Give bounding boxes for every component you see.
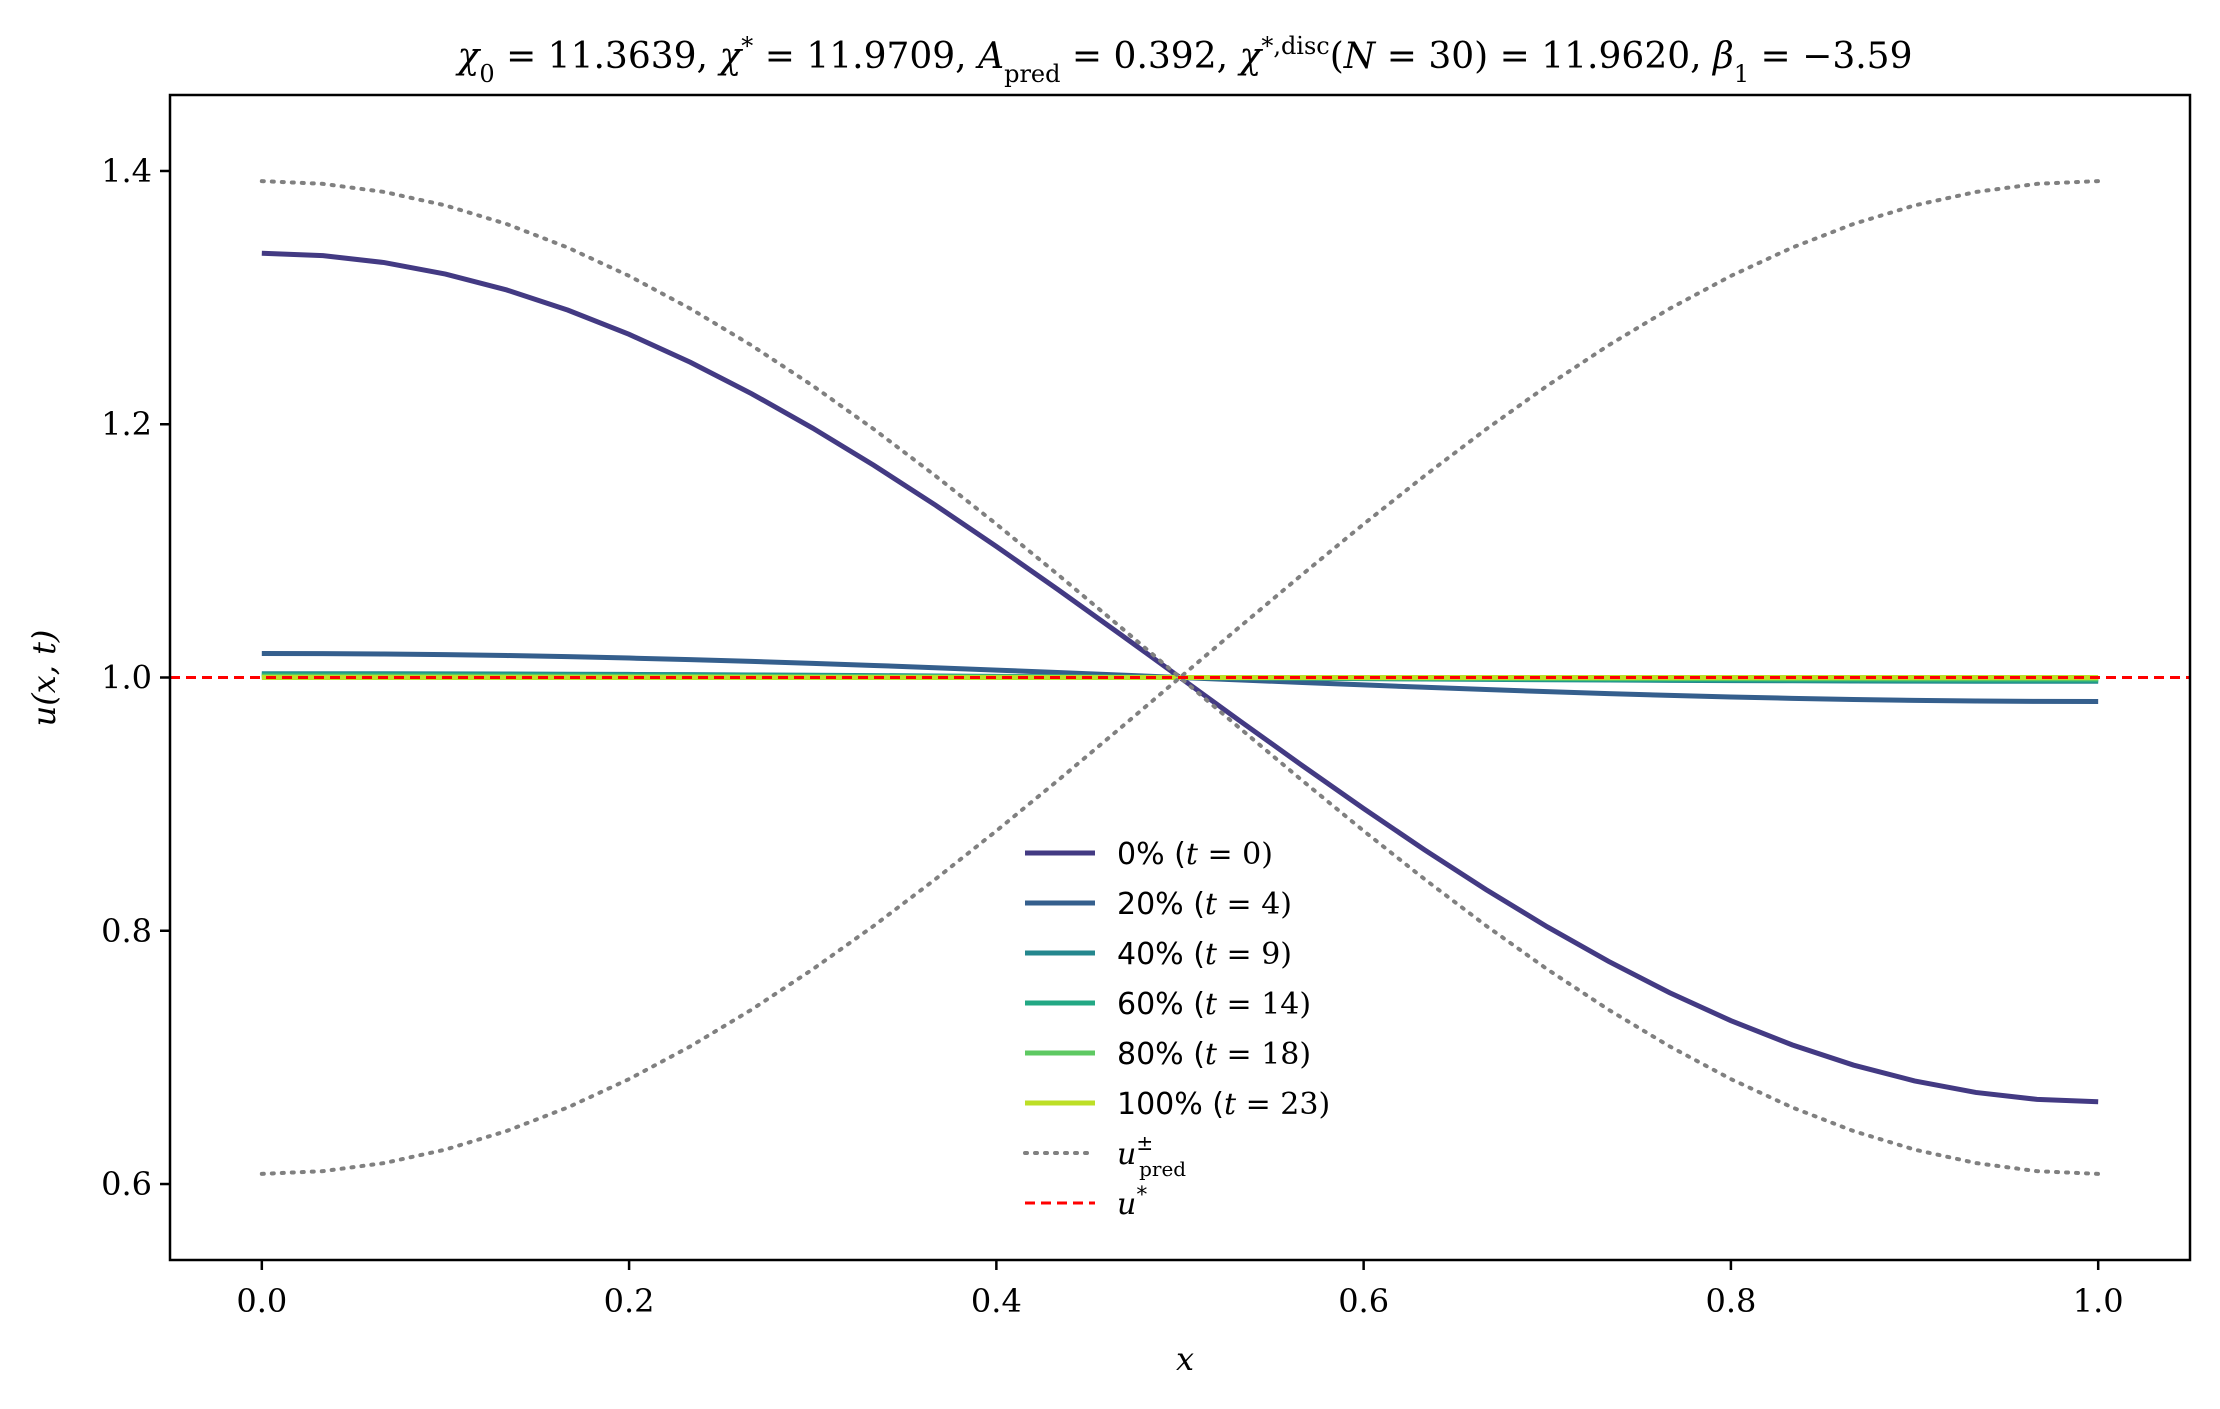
y-axis-label: u(x, t): [25, 630, 63, 727]
x-axis-label: x: [1176, 1340, 1194, 1378]
legend-label: 0% (t = 0): [1117, 837, 1273, 872]
legend-label: 100% (t = 23): [1117, 1087, 1330, 1122]
y-tick-label: 0.8: [101, 912, 152, 950]
x-axis: 0.0 0.2 0.4 0.6 0.8 1.0: [236, 1260, 2124, 1320]
legend-label: 60% (t = 14): [1117, 987, 1311, 1022]
y-axis: 0.6 0.8 1.0 1.2 1.4: [101, 152, 170, 1203]
legend-label: 40% (t = 9): [1117, 937, 1292, 972]
y-tick-label: 0.6: [101, 1165, 152, 1203]
legend: 0% (t = 0) 20% (t = 4) 40% (t = 9) 60% (t =…: [1023, 837, 1330, 1222]
y-tick-label: 1.0: [101, 659, 152, 697]
chart-title: χ0 = 11.3639, χ* = 11.9709, Apred = 0.39…: [455, 32, 1913, 88]
y-tick-label: 1.2: [101, 405, 152, 443]
y-tick-label: 1.4: [101, 152, 152, 190]
x-tick-label: 0.8: [1705, 1282, 1756, 1320]
legend-label: 80% (t = 18): [1117, 1037, 1311, 1072]
plot-area: [168, 93, 2192, 1262]
legend-label: u± pred: [1117, 1131, 1186, 1181]
x-tick-label: 1.0: [2073, 1282, 2124, 1320]
x-tick-label: 0.6: [1338, 1282, 1389, 1320]
x-tick-label: 0.4: [971, 1282, 1022, 1320]
x-tick-label: 0.2: [604, 1282, 655, 1320]
x-tick-label: 0.0: [236, 1282, 287, 1320]
legend-label: 20% (t = 4): [1117, 887, 1292, 922]
legend-label: u*: [1117, 1183, 1147, 1222]
